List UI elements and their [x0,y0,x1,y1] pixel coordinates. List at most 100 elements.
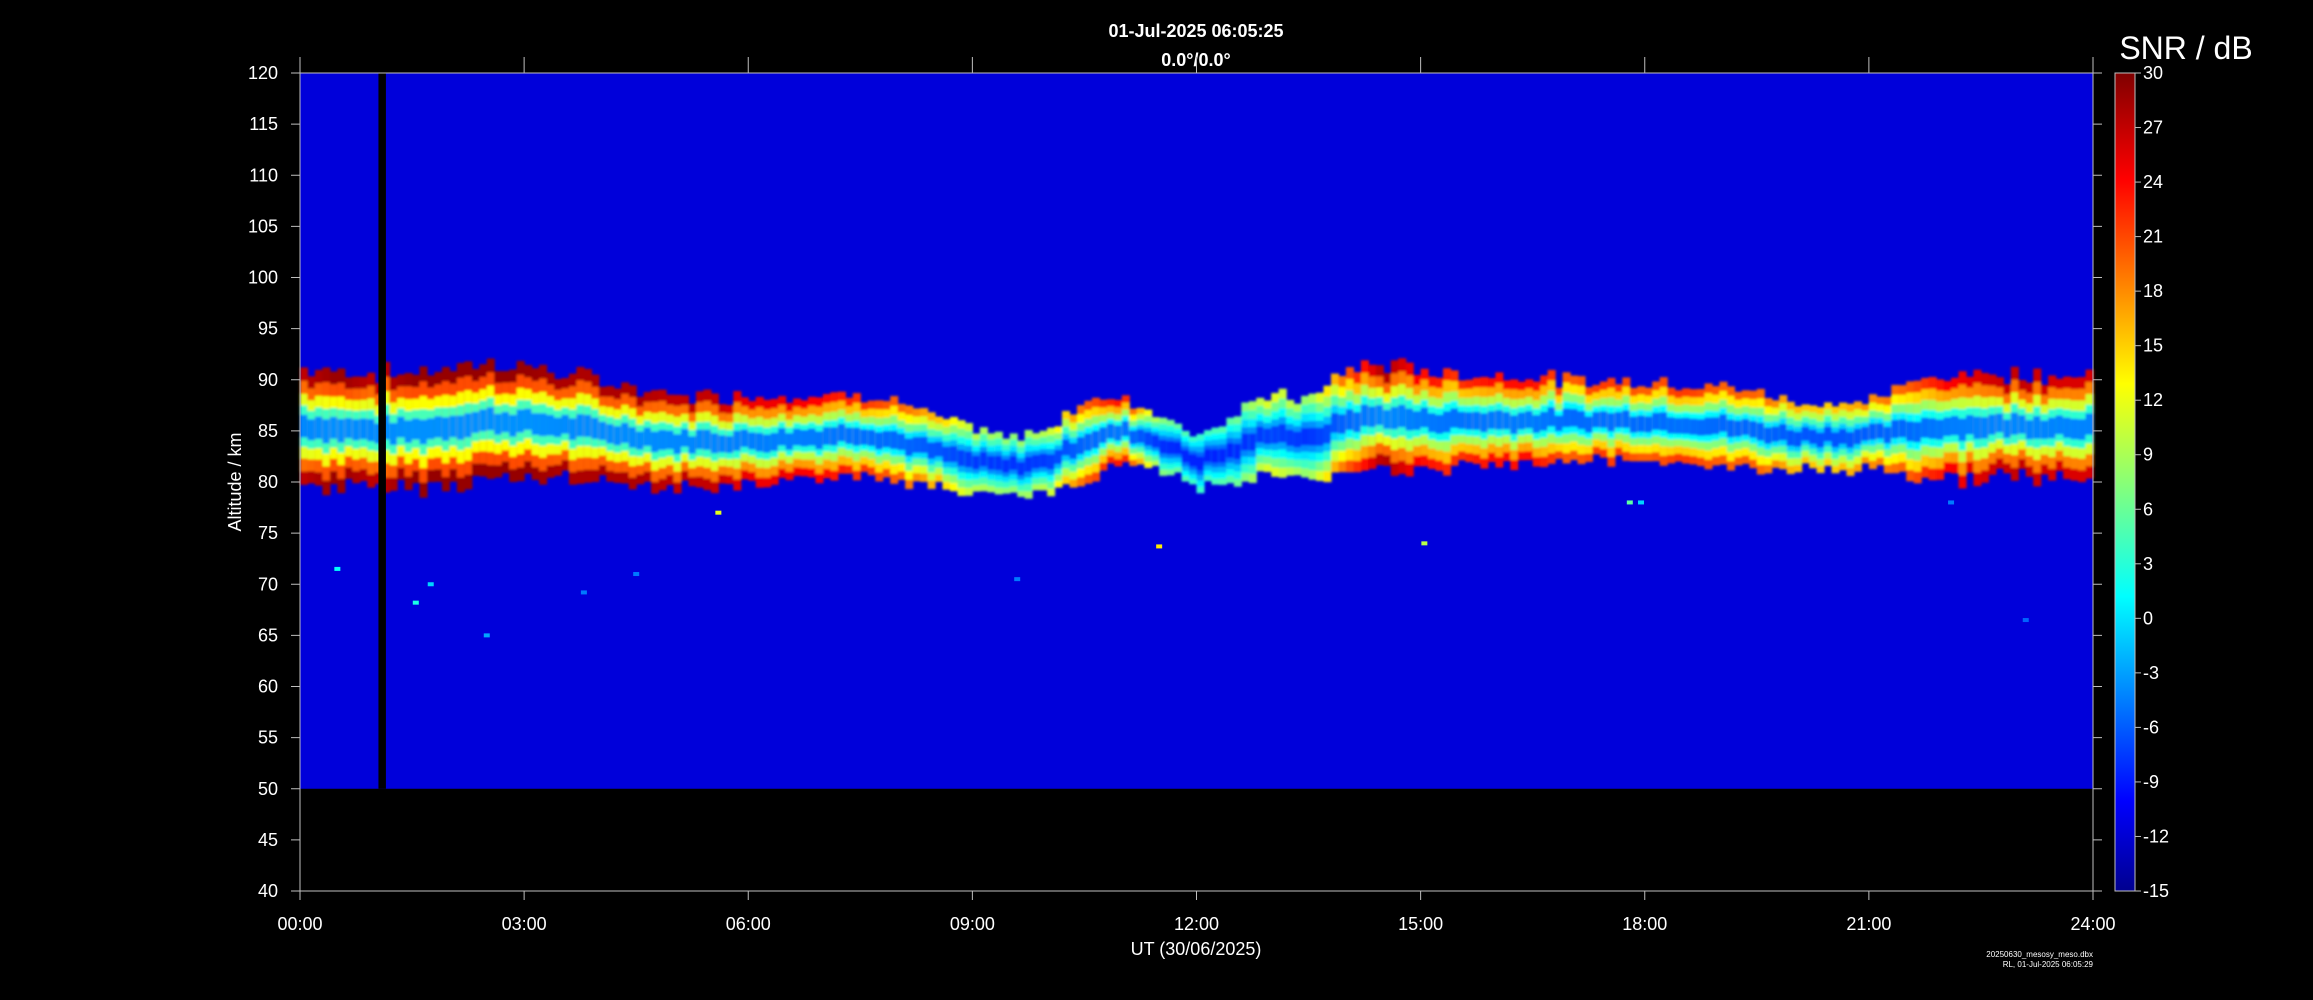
layer-cell [1697,419,1706,436]
layer-cell [964,451,973,468]
layer-cell [1995,413,2004,433]
layer-cell [1069,443,1078,460]
layer-cell [1876,423,1885,439]
layer-cell [1577,410,1586,430]
layer-cell [1196,456,1205,471]
layer-cell [972,455,981,470]
layer-cell [703,429,712,450]
layer-cell [643,427,652,447]
layer-cell [1323,424,1332,444]
y-tick-label: 115 [249,114,278,134]
layer-cell [1465,412,1474,430]
layer-cell [1189,454,1198,467]
x-tick-label: 24:00 [2070,914,2115,934]
layer-cell [1420,407,1429,428]
x-tick-label: 12:00 [1174,914,1219,934]
y-tick-label: 70 [258,574,278,594]
layer-cell [1988,414,1997,435]
colorbar-tick-label: 3 [2143,554,2153,574]
layer-cell [733,430,742,451]
layer-cell [1286,429,1295,447]
layer-cell [725,436,734,453]
x-tick-label: 06:00 [726,914,771,934]
layer-cell [1622,410,1631,428]
y-tick-label: 95 [258,319,278,339]
layer-cell [1824,426,1833,442]
layer-cell [920,436,929,453]
layer-cell [1831,432,1840,448]
layer-cell [1525,411,1534,429]
layer-cell [636,431,645,450]
layer-cell [1779,424,1788,441]
layer-cell [1480,413,1489,433]
layer-cell [1233,443,1242,460]
layer-cell [994,455,1003,471]
layer-cell [576,414,585,437]
layer-cell [1756,422,1765,441]
layer-cell [1218,448,1227,463]
layer-cell [852,427,861,446]
layer-cell [778,428,787,446]
layer-cell [412,418,421,440]
layer-cell [1644,416,1653,433]
sporadic-echo [1156,544,1163,549]
layer-cell [830,427,839,446]
layer-cell [1951,415,1960,436]
colorbar-tick-label: 27 [2143,118,2163,138]
x-axis-label: UT (30/06/2025) [1131,939,1262,959]
layer-cell [1330,413,1340,433]
y-tick-label: 55 [258,728,278,748]
layer-cell [770,432,779,451]
layer-cell [935,441,944,457]
layer-cell [561,414,570,434]
layer-cell [1816,432,1825,448]
layer-cell [1263,428,1272,445]
layer-cell [613,426,622,446]
layer-cell [2025,420,2034,440]
layer-cell [494,413,503,435]
layer-cell [427,418,436,440]
layer-cell [1024,456,1033,473]
layer-cell [710,433,719,454]
layer-cell [554,417,563,438]
layer-cell [1517,412,1526,430]
layer-cell [389,422,398,445]
layer-cell [987,455,996,470]
colorbar-tick-label: 12 [2143,390,2163,410]
layer-cell [546,414,555,436]
layer-cell [568,418,578,440]
layer-cell [1891,419,1900,439]
sporadic-echo [1626,500,1633,505]
layer-cell [897,433,906,451]
layer-cell [681,428,690,447]
x-tick-label: 03:00 [502,914,547,934]
layer-cell [1308,427,1317,446]
layer-cell [344,418,353,439]
layer-cell [486,407,495,431]
y-tick-label: 60 [258,677,278,697]
layer-cell [583,414,592,437]
layer-cell [2010,412,2019,435]
layer-cell [479,409,488,432]
layer-cell [1682,417,1691,435]
layer-cell [957,449,966,467]
layer-cell [837,424,846,442]
layer-cell [1345,409,1354,431]
layer-cell [1121,421,1130,437]
layer-cell [1360,404,1369,427]
layer-cell [1017,462,1026,476]
layer-cell [658,429,667,450]
colorbar-tick-label: 30 [2143,63,2163,83]
layer-cell [1443,411,1452,433]
layer-cell [1547,407,1556,427]
layer-cell [1771,426,1780,442]
layer-cell [1973,416,1982,440]
layer-cell [1293,431,1302,448]
sporadic-echo [483,633,490,638]
layer-cell [1062,439,1071,456]
layer-cell [300,414,309,438]
layer-cell [524,408,533,430]
layer-cell [2033,416,2042,439]
